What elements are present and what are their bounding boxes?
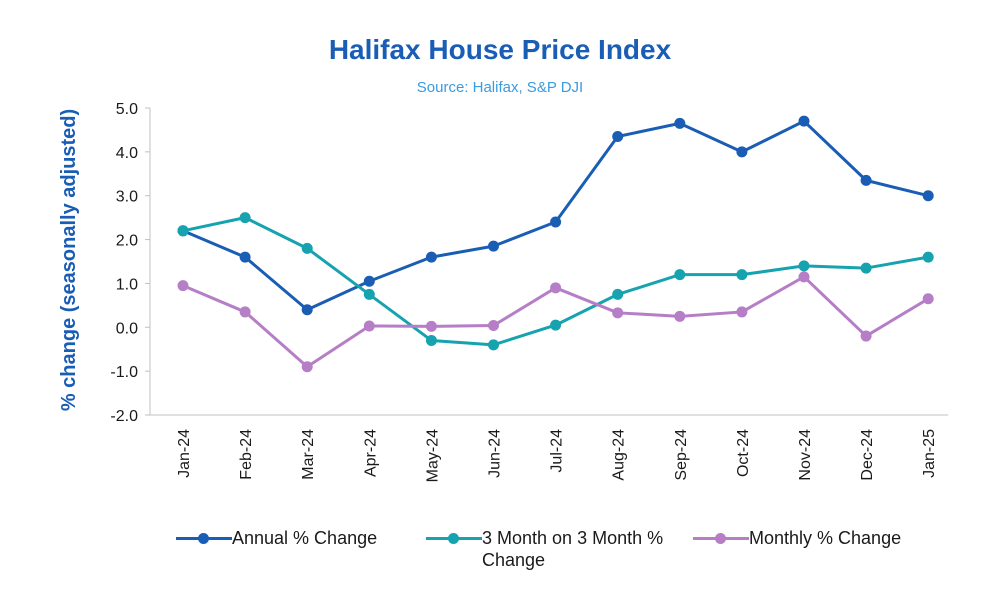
data-point-3month (612, 288, 624, 300)
chart-title: Halifax House Price Index (328, 34, 672, 65)
x-tick-label: Jul-24 (549, 429, 566, 473)
data-point-monthly (612, 307, 624, 319)
x-tick-label: Apr-24 (362, 429, 379, 477)
data-point-3month (239, 212, 251, 224)
data-point-annual (798, 115, 810, 127)
x-tick-label: Sep-24 (673, 429, 690, 481)
data-point-monthly (239, 306, 251, 318)
data-point-monthly (425, 320, 437, 332)
data-point-annual (425, 251, 437, 263)
chart-axes (149, 108, 949, 416)
x-tick-label: Aug-24 (611, 429, 628, 481)
y-tick-label: -2.0 (110, 408, 138, 425)
data-point-monthly (177, 280, 189, 292)
data-point-monthly (922, 293, 934, 305)
data-point-3month (301, 242, 313, 254)
y-axis-ticks: 5.0 4.0 3.0 2.0 1.0 0.0 -1.0 -2.0 (110, 101, 150, 425)
y-axis-label: % change (seasonally adjusted) (58, 109, 80, 411)
data-point-3month (798, 260, 810, 272)
series-3month (177, 212, 934, 351)
data-point-3month (860, 262, 872, 274)
legend-swatch-monthly (693, 527, 749, 549)
x-axis-ticks: Jan-24 Feb-24 Mar-24 Apr-24 May-24 Jun-24 Jul-… (176, 429, 938, 482)
x-tick-label: Oct-24 (735, 429, 752, 477)
data-point-3month (736, 269, 748, 281)
data-point-annual (239, 251, 251, 263)
data-point-3month (363, 288, 375, 300)
y-tick-label: 5.0 (116, 101, 138, 118)
data-point-monthly (674, 310, 686, 322)
x-tick-label: Nov-24 (797, 429, 814, 481)
x-tick-label: Mar-24 (300, 429, 317, 480)
data-point-monthly (301, 361, 313, 373)
legend-item-monthly: Monthly % Change (693, 527, 901, 549)
chart-series (177, 115, 934, 373)
x-tick-label: Feb-24 (238, 429, 255, 480)
data-point-3month (488, 339, 499, 351)
y-tick-label: -1.0 (110, 364, 138, 381)
y-tick-label: 0.0 (116, 320, 138, 337)
x-tick-label: Jun-24 (487, 429, 504, 478)
x-tick-label: Jan-25 (921, 429, 938, 478)
legend-item-annual: Annual % Change (176, 527, 377, 549)
data-point-3month (425, 334, 437, 346)
legend-item-3month: 3 Month on 3 Month % Change (426, 527, 682, 571)
legend-label-3month: 3 Month on 3 Month % Change (482, 528, 664, 570)
data-point-monthly (860, 330, 872, 342)
legend-label-monthly: Monthly % Change (749, 528, 902, 548)
series-annual (177, 115, 934, 316)
data-point-3month (177, 225, 189, 237)
chart-legend: Annual % Change 3 Month on 3 Month % Cha… (0, 527, 1000, 587)
data-point-monthly (363, 320, 375, 332)
data-point-3month (922, 251, 934, 263)
series-line-annual (182, 119, 929, 312)
data-point-annual (736, 146, 748, 158)
data-point-annual (488, 240, 499, 252)
legend-swatch-3month (426, 527, 482, 549)
y-tick-label: 2.0 (116, 233, 138, 250)
data-point-monthly (550, 282, 562, 294)
data-point-monthly (798, 271, 810, 283)
data-point-annual (860, 174, 872, 186)
x-tick-label: Dec-24 (859, 429, 876, 481)
data-point-monthly (736, 306, 748, 318)
x-tick-label: Jan-24 (176, 429, 193, 478)
chart-subtitle: Source: Halifax, S&P DJI (416, 79, 584, 96)
x-tick-label: May-24 (424, 429, 441, 482)
legend-swatch-annual (176, 527, 232, 549)
data-point-annual (612, 131, 624, 143)
y-tick-label: 3.0 (116, 189, 138, 206)
data-point-annual (922, 190, 934, 202)
data-point-annual (301, 304, 313, 316)
series-monthly (177, 271, 934, 373)
data-point-3month (550, 319, 562, 331)
y-tick-label: 1.0 (116, 276, 138, 293)
data-point-monthly (488, 320, 499, 332)
data-point-annual (550, 216, 562, 228)
data-point-3month (674, 269, 686, 281)
legend-label-annual: Annual % Change (232, 528, 378, 548)
data-point-annual (363, 275, 375, 287)
data-point-annual (674, 117, 686, 129)
y-tick-label: 4.0 (116, 145, 138, 162)
